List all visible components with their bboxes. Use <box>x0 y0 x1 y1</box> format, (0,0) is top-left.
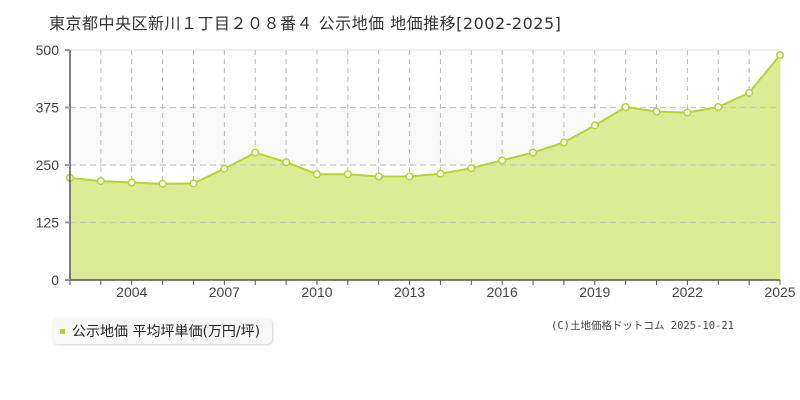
data-point-marker <box>374 172 383 181</box>
data-point-marker <box>405 172 414 181</box>
copyright-text: (C)土地価格ドットコム 2025-10-21 <box>551 320 735 332</box>
data-point-marker <box>559 138 568 147</box>
x-axis-ticks: 2004 2007 2010 2013 2016 2019 2022 2025 <box>69 280 796 300</box>
x-tick-label: 2013 <box>394 284 425 300</box>
data-point-marker <box>436 169 445 178</box>
x-tick-label: 2004 <box>116 284 147 300</box>
data-point-marker <box>158 179 167 188</box>
data-point-marker <box>714 102 723 112</box>
data-point-marker <box>498 156 507 165</box>
data-point-marker <box>528 148 538 157</box>
y-tick-label: 0 <box>51 272 59 288</box>
legend-swatch-icon <box>60 328 65 334</box>
y-axis-ticks: 0 125 250 375 500 <box>36 42 70 288</box>
data-point-marker <box>467 164 476 173</box>
legend: 公示地価 平均坪単価(万円/坪) <box>52 318 273 344</box>
legend-label: 公示地価 平均坪単価(万円/坪) <box>72 324 261 340</box>
data-point-marker <box>96 177 105 186</box>
x-tick-label: 2010 <box>301 284 332 300</box>
data-point-marker <box>652 107 661 116</box>
series-line <box>69 54 781 185</box>
x-tick-label: 2016 <box>487 284 518 300</box>
x-tick-label: 2019 <box>579 284 610 300</box>
x-tick-label: 2007 <box>209 284 240 300</box>
data-point-marker <box>251 148 260 157</box>
data-point-marker <box>775 51 785 60</box>
y-tick-label: 375 <box>36 100 60 116</box>
data-point-marker <box>745 88 754 97</box>
x-tick-label: 2025 <box>764 284 795 300</box>
data-point-marker <box>312 170 322 179</box>
data-point-marker <box>590 121 599 130</box>
y-tick-label: 250 <box>36 157 60 173</box>
data-point-marker <box>343 170 352 179</box>
data-points <box>65 51 785 188</box>
plot-band-upper <box>70 50 780 108</box>
data-point-marker <box>127 178 136 187</box>
horizontal-gridlines <box>70 106 780 224</box>
chart-title: 東京都中央区新川１丁目２０８番４ 公示地価 地価推移[2002-2025] <box>49 14 562 33</box>
y-tick-label: 125 <box>36 215 60 231</box>
data-point-marker <box>220 164 229 173</box>
data-point-marker <box>189 179 198 188</box>
data-point-marker <box>683 108 692 117</box>
area-fill <box>70 55 780 280</box>
data-point-marker <box>282 158 291 167</box>
x-tick-label: 2022 <box>672 284 703 300</box>
y-tick-label: 500 <box>36 42 60 58</box>
data-point-marker <box>621 102 630 112</box>
